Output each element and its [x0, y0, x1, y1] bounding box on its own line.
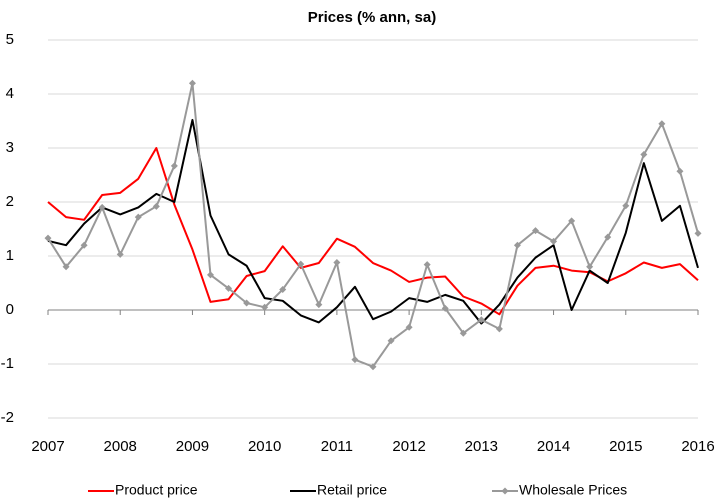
point-marker [225, 284, 233, 292]
series-line [47, 82, 699, 368]
point-marker [80, 241, 88, 249]
point-marker [98, 203, 106, 211]
legend-label: Product price [115, 482, 198, 498]
y-tick-label: -1 [1, 355, 14, 372]
point-marker [423, 261, 431, 269]
series-line [47, 118, 699, 325]
point-marker [44, 234, 52, 242]
x-tick-label: 2010 [248, 438, 281, 455]
point-marker [586, 263, 594, 271]
x-tick-label: 2015 [609, 438, 642, 455]
point-marker [405, 323, 413, 331]
point-marker [297, 260, 305, 268]
point-marker [243, 299, 251, 307]
point-marker [207, 271, 214, 279]
y-tick-label: 1 [6, 247, 14, 264]
point-marker [116, 250, 124, 258]
x-tick-label: 2009 [176, 438, 209, 455]
point-marker [550, 237, 558, 245]
y-tick-label: 2 [6, 193, 14, 210]
point-marker [477, 316, 485, 324]
point-marker [658, 120, 666, 128]
point-marker [640, 150, 648, 158]
point-marker [152, 202, 160, 210]
point-marker [676, 167, 684, 175]
point-marker [279, 285, 287, 293]
x-tick-label: 2012 [392, 438, 425, 455]
point-marker [568, 217, 576, 225]
x-tick-label: 2014 [537, 438, 570, 455]
point-marker [532, 227, 539, 235]
point-marker [387, 337, 395, 345]
y-tick-label: 4 [6, 85, 14, 102]
point-marker [369, 363, 377, 371]
legend-marker [501, 487, 509, 495]
point-marker [315, 301, 323, 309]
point-marker [333, 258, 341, 266]
point-marker [170, 162, 178, 170]
point-marker [441, 304, 449, 312]
x-tick-label: 2008 [104, 438, 137, 455]
point-marker [622, 202, 630, 210]
point-marker [134, 213, 142, 221]
y-tick-label: 0 [6, 301, 14, 318]
legend: Product price Retail price Wholesale Price… [88, 482, 627, 498]
y-tick-label: -2 [1, 409, 14, 426]
point-marker [604, 233, 612, 241]
x-tick-label: 2013 [465, 438, 498, 455]
point-marker [62, 263, 70, 271]
point-marker [513, 241, 521, 249]
point-marker [188, 79, 196, 87]
point-marker [261, 303, 269, 311]
point-marker [694, 229, 702, 237]
x-tick-label: 2007 [31, 438, 64, 455]
legend-label: Wholesale Prices [519, 482, 627, 498]
series-line [47, 147, 699, 316]
point-marker [459, 329, 467, 337]
x-tick-label: 2016 [681, 438, 714, 455]
y-tick-label: 3 [6, 139, 14, 156]
y-tick-label: 5 [6, 31, 14, 48]
point-marker [351, 356, 359, 364]
point-marker [495, 325, 503, 333]
legend-label: Retail price [317, 482, 387, 498]
x-tick-label: 2011 [321, 438, 353, 455]
chart-title: Prices (% ann, sa) [308, 9, 436, 26]
